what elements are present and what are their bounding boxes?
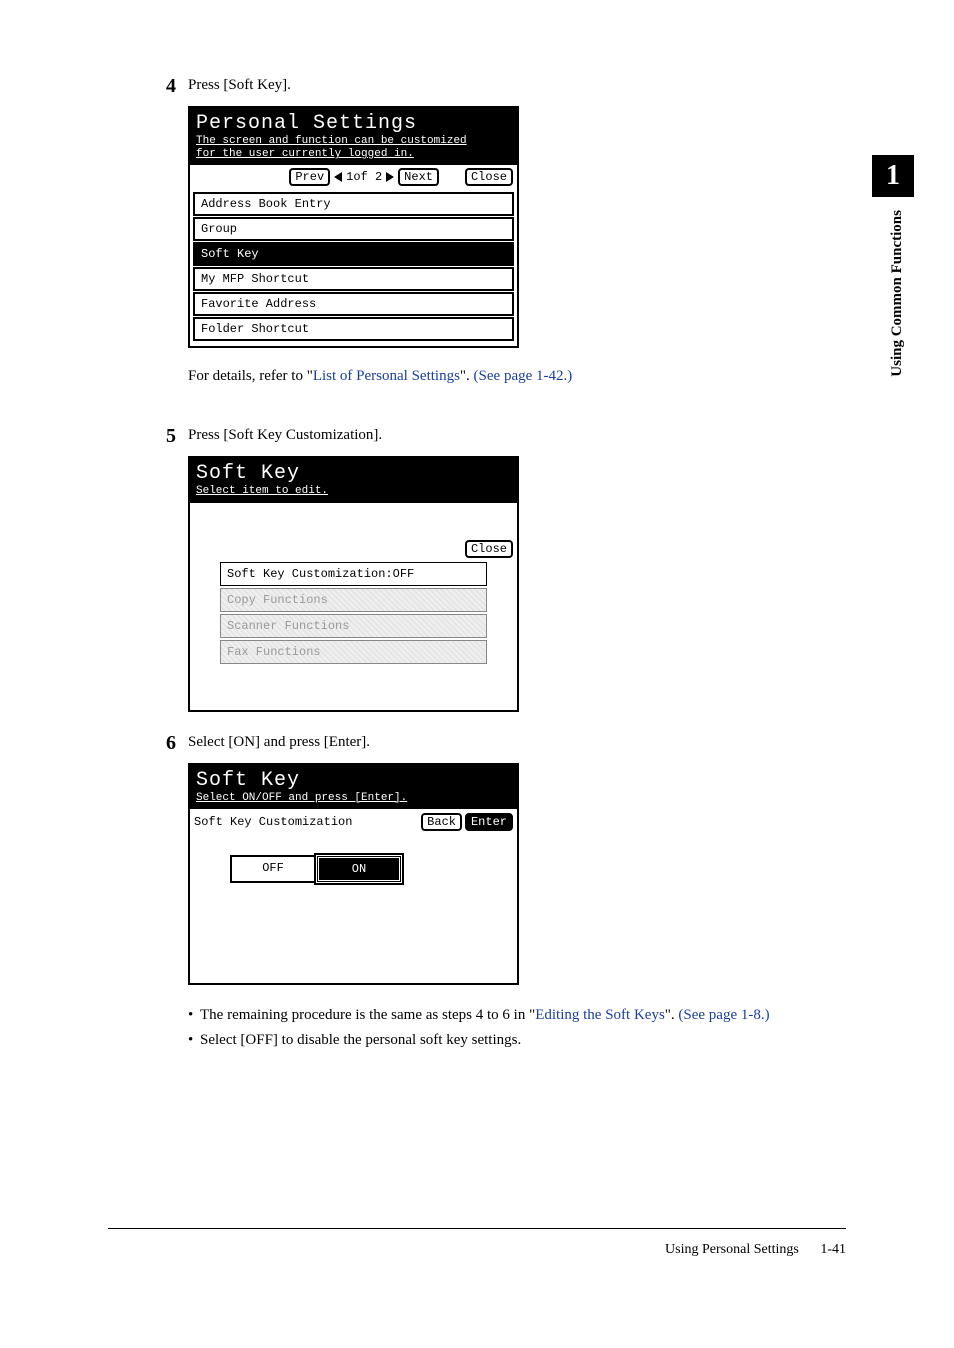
triangle-right-icon bbox=[386, 172, 394, 182]
panel-title: Soft Key bbox=[196, 769, 511, 792]
link-see-page-1-8[interactable]: (See page 1-8.) bbox=[678, 1007, 769, 1023]
toggle-row: OFF ON bbox=[190, 835, 517, 983]
note-mid: ". bbox=[665, 1007, 679, 1023]
step-text: Select [ON] and press [Enter]. bbox=[188, 732, 370, 755]
step-text: Press [Soft Key]. bbox=[188, 75, 291, 98]
list-item[interactable]: Address Book Entry bbox=[193, 192, 514, 216]
list-item[interactable]: Folder Shortcut bbox=[193, 317, 514, 341]
footer-divider bbox=[108, 1228, 846, 1229]
panel-subtitle: Select ON/OFF and press [Enter]. bbox=[196, 792, 511, 805]
soft-key-panel: Soft Key Select item to edit. Close Soft… bbox=[188, 456, 519, 711]
panel-header: Personal Settings The screen and functio… bbox=[190, 108, 517, 165]
soft-key-onoff-panel: Soft Key Select ON/OFF and press [Enter]… bbox=[188, 763, 519, 985]
step-number: 5 bbox=[160, 425, 188, 448]
panel-header: Soft Key Select item to edit. bbox=[190, 458, 517, 502]
back-button[interactable]: Back bbox=[421, 813, 462, 831]
list-item[interactable]: Group bbox=[193, 217, 514, 241]
panel-subtitle-line2: for the user currently logged in. bbox=[196, 148, 511, 161]
close-button[interactable]: Close bbox=[465, 168, 513, 186]
link-editing-soft-keys[interactable]: Editing the Soft Keys bbox=[535, 1007, 665, 1023]
next-button[interactable]: Next bbox=[398, 168, 439, 186]
step-6: 6 Select [ON] and press [Enter]. bbox=[160, 732, 820, 755]
panel-toolbar: Soft Key Customization Back Enter bbox=[190, 809, 517, 835]
enter-button[interactable]: Enter bbox=[465, 813, 513, 831]
customization-label: Soft Key Customization bbox=[194, 815, 352, 829]
list-item[interactable]: Favorite Address bbox=[193, 292, 514, 316]
off-toggle[interactable]: OFF bbox=[230, 855, 316, 883]
list-item: Copy Functions bbox=[220, 588, 487, 612]
on-toggle[interactable]: ON bbox=[316, 855, 402, 883]
panel-title: Soft Key bbox=[196, 462, 511, 485]
list-item: Scanner Functions bbox=[220, 614, 487, 638]
note-prefix: The remaining procedure is the same as s… bbox=[200, 1007, 535, 1023]
footer: Using Personal Settings 1-41 bbox=[665, 1242, 846, 1258]
pager-text: 1of 2 bbox=[346, 170, 382, 184]
spacer bbox=[190, 503, 517, 537]
notes-list: The remaining procedure is the same as s… bbox=[188, 1005, 820, 1051]
detail-mid: ". bbox=[460, 368, 474, 384]
list-item[interactable]: My MFP Shortcut bbox=[193, 267, 514, 291]
link-see-page-1-42[interactable]: (See page 1-42.) bbox=[474, 368, 573, 384]
chapter-tab: 1 bbox=[872, 155, 914, 197]
content-area: 4 Press [Soft Key]. Personal Settings Th… bbox=[160, 75, 820, 1055]
footer-section: Using Personal Settings bbox=[665, 1242, 799, 1257]
panel-list: Address Book EntryGroupSoft KeyMy MFP Sh… bbox=[190, 189, 517, 346]
panel-nav: Prev 1of 2 Next Close bbox=[190, 165, 517, 189]
list-item[interactable]: Soft Key Customization:OFF bbox=[220, 562, 487, 586]
list-item[interactable]: Soft Key bbox=[193, 242, 514, 266]
footer-page-number: 1-41 bbox=[820, 1242, 846, 1257]
panel-title: Personal Settings bbox=[196, 112, 511, 135]
note-item: Select [OFF] to disable the personal sof… bbox=[188, 1030, 820, 1051]
button-group: Back Enter bbox=[421, 813, 513, 831]
panel-header: Soft Key Select ON/OFF and press [Enter]… bbox=[190, 765, 517, 809]
step-4: 4 Press [Soft Key]. bbox=[160, 75, 820, 98]
soft-key-list: Soft Key Customization:OFFCopy Functions… bbox=[190, 560, 517, 710]
detail-prefix: For details, refer to " bbox=[188, 368, 313, 384]
personal-settings-panel: Personal Settings The screen and functio… bbox=[188, 106, 519, 348]
triangle-left-icon bbox=[334, 172, 342, 182]
step-number: 6 bbox=[160, 732, 188, 755]
prev-button[interactable]: Prev bbox=[289, 168, 330, 186]
close-button[interactable]: Close bbox=[465, 540, 513, 558]
link-list-personal-settings[interactable]: List of Personal Settings bbox=[313, 368, 460, 384]
detail-text: For details, refer to "List of Personal … bbox=[188, 368, 820, 385]
close-row: Close bbox=[190, 537, 517, 560]
step-text: Press [Soft Key Customization]. bbox=[188, 425, 382, 448]
step-number: 4 bbox=[160, 75, 188, 98]
step-5: 5 Press [Soft Key Customization]. bbox=[160, 425, 820, 448]
side-label: Using Common Functions bbox=[889, 210, 906, 377]
list-item: Fax Functions bbox=[220, 640, 487, 664]
panel-subtitle-line1: The screen and function can be customize… bbox=[196, 135, 511, 148]
note-item: The remaining procedure is the same as s… bbox=[188, 1005, 820, 1026]
panel-subtitle: Select item to edit. bbox=[196, 485, 511, 498]
